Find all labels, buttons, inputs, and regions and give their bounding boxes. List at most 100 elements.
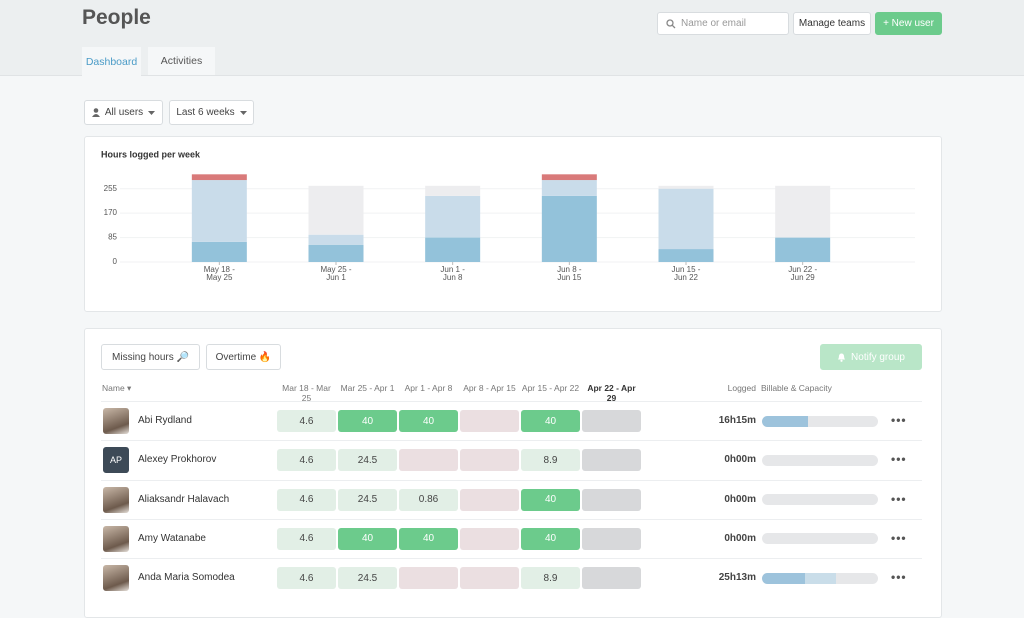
hours-cell[interactable]: 40 — [521, 410, 580, 432]
page-title: People — [82, 6, 151, 29]
hours-cell[interactable]: 8.9 — [521, 567, 580, 590]
user-name[interactable]: Anda Maria Somodea — [138, 572, 235, 584]
x-tick-label: Jun 1 - — [440, 265, 465, 274]
x-tick-label: Jun 22 — [674, 273, 699, 282]
bar-segment — [658, 185, 714, 189]
user-name[interactable]: Abi Rydland — [138, 415, 192, 426]
name-column-header[interactable]: Name ▾ — [102, 383, 132, 393]
more-menu[interactable]: ••• — [891, 452, 907, 467]
bar-segment — [425, 185, 481, 196]
more-menu[interactable]: ••• — [891, 530, 907, 545]
user-icon — [91, 108, 100, 117]
table: Mar 18 - Mar 25 Mar 25 - Apr 1 Apr 1 - Apr… — [101, 383, 922, 592]
more-menu[interactable]: ••• — [891, 413, 907, 427]
hours-cell[interactable] — [399, 567, 458, 590]
hours-cell[interactable] — [460, 488, 519, 511]
bar-segment — [308, 234, 364, 245]
hours-cell[interactable] — [582, 527, 641, 550]
manage-teams-button[interactable]: Manage teams — [793, 12, 871, 35]
bar-segment — [658, 188, 714, 250]
hours-cell[interactable] — [582, 488, 641, 511]
notify-group-button[interactable]: Notify group — [820, 344, 922, 370]
hours-cell[interactable] — [460, 527, 519, 550]
new-user-button[interactable]: + New user — [875, 12, 942, 35]
capacity-track — [762, 415, 878, 427]
x-tick-label: May 18 - — [204, 265, 235, 274]
logged-hours: 25h13m — [718, 572, 756, 584]
filter-label: All users — [104, 107, 144, 118]
logged-column-header: Logged — [727, 383, 756, 393]
logged-hours: 16h15m — [718, 415, 756, 426]
hours-cell[interactable]: 40 — [521, 488, 580, 511]
user-name[interactable]: Aliaksandr Halavach — [138, 493, 230, 505]
hours-cell[interactable] — [460, 449, 519, 472]
missing-hours-button[interactable]: Missing hours 🔎 — [101, 344, 200, 370]
x-tick-label: May 25 — [206, 273, 233, 282]
more-menu[interactable]: ••• — [891, 570, 907, 585]
hours-cell[interactable]: 0.86 — [399, 488, 458, 511]
hours-cell[interactable] — [460, 567, 519, 590]
hours-cell[interactable]: 4.6 — [277, 410, 336, 432]
chart-title: Hours logged per week — [101, 149, 201, 159]
bar-segment — [541, 174, 597, 181]
hours-cell[interactable]: 40 — [399, 410, 458, 432]
bar-segment — [191, 241, 247, 262]
hours-cell[interactable] — [582, 567, 641, 590]
search-box[interactable]: Name or email — [657, 12, 789, 35]
hours-cell[interactable]: 24.5 — [338, 567, 397, 590]
period-filter[interactable]: Last 6 weeks — [169, 100, 254, 125]
hours-cell[interactable]: 40 — [338, 527, 397, 550]
y-tick-label: 170 — [104, 208, 118, 217]
user-name[interactable]: Alexey Prokhorov — [138, 454, 217, 466]
avatar — [103, 565, 129, 592]
tab-dashboard[interactable]: Dashboard — [82, 47, 141, 76]
capacity-track — [762, 494, 878, 506]
hours-cell[interactable]: 40 — [399, 527, 458, 550]
y-tick-label: 85 — [108, 233, 117, 242]
avatar: AP — [103, 447, 129, 474]
caret — [148, 110, 156, 115]
caret — [239, 110, 247, 115]
x-tick-label: Jun 29 — [791, 273, 816, 282]
button-label: Manage teams — [798, 18, 866, 29]
hours-cell[interactable] — [582, 410, 641, 432]
bar-segment — [425, 237, 481, 262]
hours-cell[interactable]: 24.5 — [338, 488, 397, 511]
user-name[interactable]: Amy Watanabe — [138, 532, 206, 544]
hours-cell[interactable]: 4.6 — [277, 488, 336, 511]
button-label: Missing hours 🔎 — [112, 351, 189, 363]
row-divider — [101, 440, 922, 442]
bar-segment — [541, 195, 597, 262]
more-menu[interactable]: ••• — [891, 491, 907, 506]
week-column-header: Mar 25 - Apr 1 — [340, 383, 395, 393]
hours-cell[interactable] — [582, 449, 641, 472]
hours-cell[interactable] — [460, 410, 519, 432]
bar-segment — [541, 180, 597, 196]
users-filter[interactable]: All users — [84, 100, 163, 125]
avatar — [103, 525, 129, 552]
button-label: + New user — [883, 18, 934, 29]
tab-activities[interactable]: Activities — [148, 47, 215, 75]
hours-cell[interactable]: 4.6 — [277, 567, 336, 590]
button-label: Notify group — [851, 351, 905, 363]
bar-segment — [191, 174, 247, 181]
hours-cell[interactable]: 40 — [521, 527, 580, 550]
bar-segment — [775, 237, 831, 262]
hours-cell[interactable]: 40 — [338, 410, 397, 432]
capacity-column-header: Billable & Capacity — [761, 383, 832, 393]
hours-cell[interactable] — [399, 449, 458, 472]
column-label: Name — [102, 383, 125, 393]
filter-label: Last 6 weeks — [176, 107, 235, 118]
logged-hours: 0h00m — [724, 532, 756, 544]
hours-cell[interactable]: 4.6 — [277, 449, 336, 472]
x-tick-label: Jun 8 — [443, 273, 463, 282]
x-tick-label: Jun 22 - — [788, 265, 817, 274]
billable-bar — [762, 572, 805, 584]
week-column-header: Apr 22 - Apr 29 — [587, 383, 636, 403]
x-tick-label: Jun 1 — [326, 273, 346, 282]
hours-cell[interactable]: 24.5 — [338, 449, 397, 472]
hours-cell[interactable]: 8.9 — [521, 449, 580, 472]
overtime-button[interactable]: Overtime 🔥 — [206, 344, 281, 370]
hours-cell[interactable]: 4.6 — [277, 527, 336, 550]
